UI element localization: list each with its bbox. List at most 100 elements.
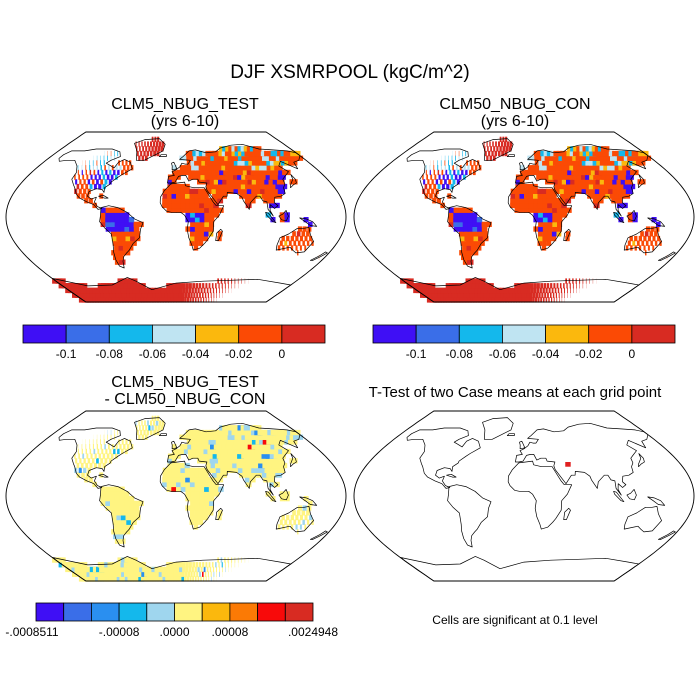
grid-cell: [154, 146, 158, 152]
grid-cell: [184, 188, 191, 194]
grid-cell: [208, 481, 215, 488]
grid-cell: [142, 425, 144, 431]
grid-cell: [176, 297, 180, 303]
grid-cell: [167, 193, 172, 199]
grid-cell: [575, 169, 582, 176]
grid-cell: [449, 169, 452, 176]
grid-cell: [565, 165, 572, 171]
grid-cell: [546, 235, 552, 242]
grid-cell: [199, 207, 205, 213]
grid-cell: [185, 491, 191, 497]
grid-cell: [270, 496, 276, 502]
grid-cell: [458, 207, 464, 213]
grid-cell: [282, 169, 291, 176]
grid-cell: [125, 514, 132, 521]
colorbar-diff-swatch: [174, 602, 203, 622]
grid-cell: [517, 283, 522, 289]
grid-cell: [119, 500, 125, 506]
grid-cell: [625, 188, 633, 194]
grid-cell: [240, 165, 248, 171]
grid-cell: [627, 240, 631, 246]
grid-cell: [185, 505, 191, 511]
grid-cell: [150, 292, 155, 298]
grid-cell: [455, 155, 456, 161]
grid-cell: [148, 425, 151, 431]
grid-cell: [541, 292, 544, 298]
grid-cell: [458, 212, 464, 218]
grid-cell: [569, 165, 576, 171]
grid-cell: [469, 160, 472, 166]
grid-cell: [108, 444, 110, 450]
grid-cell: [100, 160, 101, 166]
grid-cell: [581, 160, 589, 166]
grid-cell: [427, 179, 430, 185]
grid-cell: [258, 183, 266, 190]
grid-cell: [441, 169, 444, 176]
grid-cell: [180, 207, 186, 213]
grid-cell: [205, 283, 208, 289]
grid-cell: [533, 283, 537, 289]
grid-cell: [180, 198, 186, 204]
grid-cell: [649, 231, 654, 237]
grid-cell: [129, 439, 132, 445]
grid-cell: [221, 165, 228, 171]
grid-cell: [180, 481, 186, 488]
grid-cell: [302, 240, 305, 246]
grid-cell: [55, 557, 66, 563]
grid-cell: [625, 174, 634, 180]
grid-cell: [172, 165, 177, 171]
grid-cell: [262, 183, 270, 190]
colorbar-con-tick-label: -0.04: [532, 347, 560, 361]
grid-cell: [558, 183, 565, 190]
grid-cell: [433, 165, 435, 171]
grid-cell: [160, 566, 165, 573]
grid-cell: [231, 169, 238, 176]
grid-cell: [166, 287, 171, 294]
grid-cell: [123, 165, 126, 171]
grid-cell: [288, 240, 292, 246]
grid-cell: [206, 444, 212, 450]
grid-cell: [258, 169, 267, 176]
grid-cell: [152, 292, 158, 298]
grid-cell: [208, 174, 215, 180]
grid-cell: [279, 519, 283, 525]
grid-cell: [111, 529, 118, 535]
grid-cell: [185, 150, 191, 157]
grid-cell: [498, 141, 500, 147]
grid-cell: [214, 183, 221, 190]
grid-cell: [629, 235, 633, 242]
colorbar-con-swatch: [502, 324, 546, 344]
grid-cell: [222, 287, 223, 294]
grid-cell: [128, 496, 135, 502]
grid-cell: [264, 179, 272, 185]
grid-cell: [201, 160, 207, 166]
grid-cell: [213, 165, 220, 171]
grid-cell: [176, 566, 180, 573]
grid-cell: [554, 165, 560, 171]
grid-cell: [130, 235, 136, 242]
grid-cell: [194, 514, 200, 521]
grid-cell: [94, 453, 97, 459]
grid-cell: [162, 188, 168, 194]
grid-cell: [272, 179, 281, 185]
grid-cell: [539, 165, 545, 171]
grid-cell: [171, 477, 177, 483]
significance-note: Cells are significant at 0.1 level: [432, 613, 598, 627]
grid-cell: [212, 477, 219, 483]
grid-cell: [496, 146, 499, 152]
grid-cell: [151, 425, 154, 431]
grid-cell: [138, 141, 140, 147]
grid-cell: [147, 571, 153, 577]
grid-cell: [143, 150, 146, 157]
grid-cell: [183, 165, 189, 171]
grid-cell: [189, 429, 194, 436]
grid-cell: [185, 429, 191, 436]
grid-cell: [552, 207, 558, 213]
grid-cell: [453, 169, 456, 176]
grid-cell: [579, 278, 581, 284]
grid-cell: [190, 226, 196, 232]
grid-cell: [89, 462, 93, 469]
grid-cell: [552, 160, 559, 166]
grid-cell: [524, 188, 530, 194]
grid-cell: [112, 519, 120, 525]
